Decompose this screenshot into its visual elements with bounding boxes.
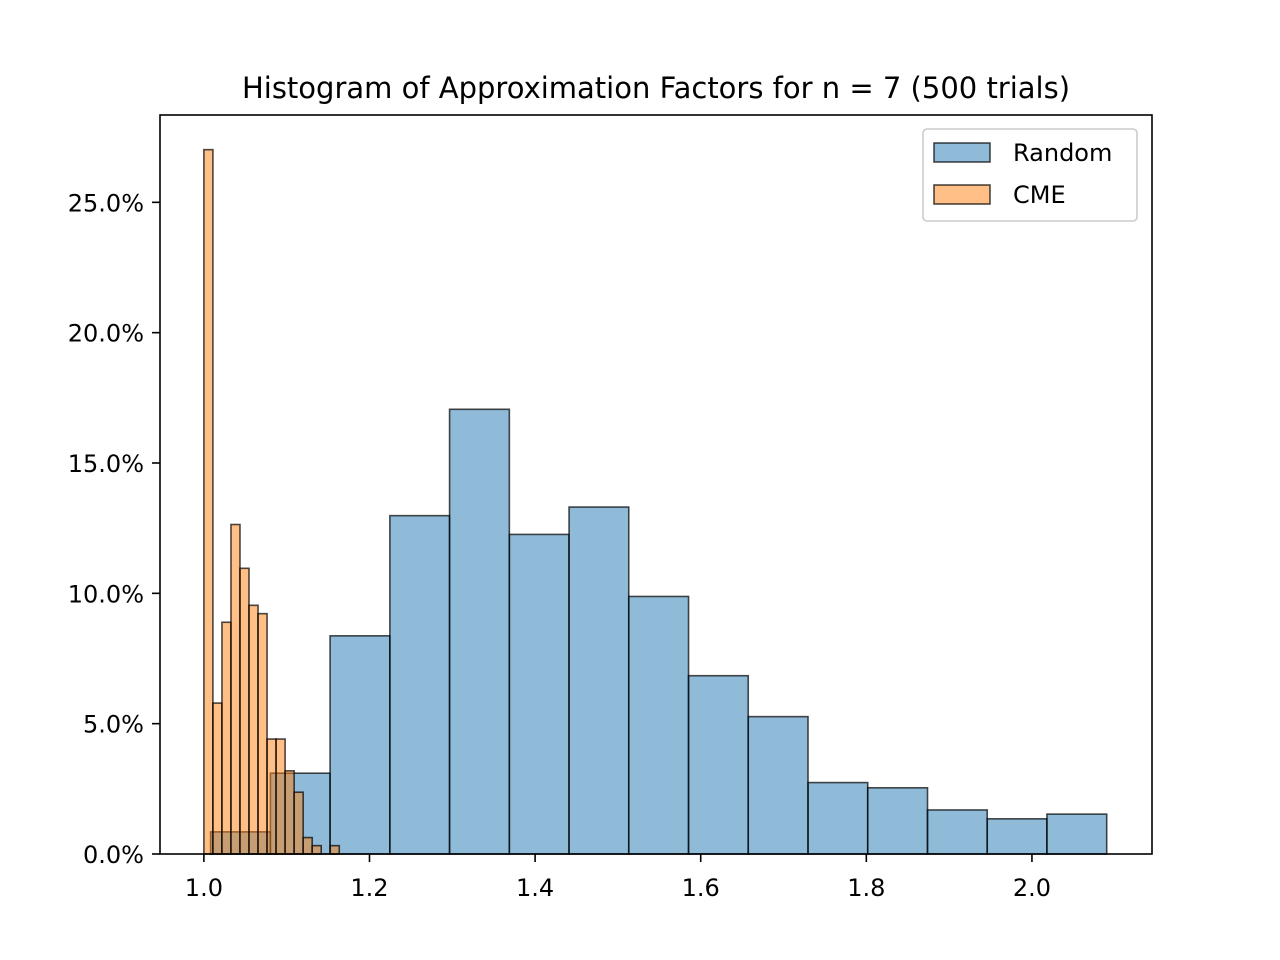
random-bar-11 — [866, 786, 929, 855]
plot-area — [203, 148, 1108, 855]
y-tick-label-3: 15.0% — [68, 450, 144, 478]
y-tick-label-4: 20.0% — [68, 320, 144, 348]
x-tick-label-1: 1.2 — [350, 874, 388, 902]
cme-bar-0 — [203, 148, 214, 855]
random-bar-2 — [329, 635, 391, 855]
cme-bar-12 — [311, 844, 323, 855]
cme-bar-1 — [212, 702, 223, 855]
cme-bar-6 — [257, 612, 268, 855]
legend-label-cme: CME — [1013, 181, 1066, 209]
random-bar-9 — [747, 715, 809, 855]
random-bar-12 — [926, 809, 989, 855]
legend-swatch-cme — [933, 184, 991, 205]
cme-bar-11 — [302, 836, 313, 855]
cme-bar-7 — [266, 738, 277, 855]
legend: Random CME — [922, 128, 1138, 222]
chart-title: Histogram of Approximation Factors for n… — [242, 71, 1070, 105]
y-tick-label-1: 5.0% — [83, 711, 144, 739]
random-bar-10 — [807, 781, 869, 855]
x-tick-label-3: 1.6 — [682, 874, 720, 902]
y-tick-label-5: 25.0% — [68, 189, 144, 217]
x-tick-label-0: 1.0 — [185, 874, 223, 902]
random-series-bars — [209, 408, 1108, 855]
x-tick-label-5: 2.0 — [1013, 874, 1051, 902]
random-bar-8 — [687, 674, 750, 855]
cme-bar-3 — [230, 523, 241, 855]
x-tick-label-2: 1.4 — [516, 874, 554, 902]
cme-bar-2 — [221, 621, 232, 855]
legend-label-random: Random — [1013, 139, 1112, 167]
y-tick-label-2: 10.0% — [68, 580, 144, 608]
random-bar-5 — [508, 533, 570, 855]
random-bar-3 — [389, 514, 451, 855]
x-tick-label-4: 1.8 — [847, 874, 885, 902]
y-tick-label-0: 0.0% — [83, 841, 144, 869]
random-bar-4 — [448, 408, 511, 855]
x-axis: 1.0 1.2 1.4 1.6 1.8 2.0 — [185, 854, 1051, 902]
random-bar-6 — [568, 506, 630, 855]
axes-frame — [159, 114, 1153, 855]
random-bar-13 — [986, 818, 1048, 855]
y-axis: 0.0% 5.0% 10.0% 15.0% 20.0% 25.0% — [68, 189, 160, 869]
random-bar-14 — [1046, 813, 1108, 855]
cme-bar-9 — [284, 770, 295, 855]
cme-bar-4 — [239, 567, 250, 855]
cme-bar-14 — [329, 844, 341, 855]
cme-bar-10 — [293, 791, 304, 855]
cme-bar-5 — [248, 604, 259, 855]
legend-swatch-random — [933, 142, 991, 163]
cme-bar-8 — [275, 738, 286, 855]
random-bar-7 — [627, 595, 690, 855]
